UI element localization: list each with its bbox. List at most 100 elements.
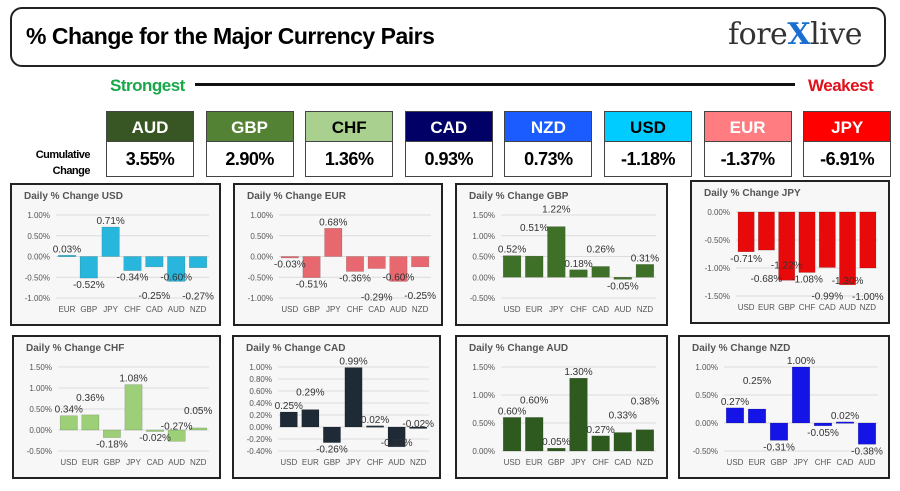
bar-cad [835, 421, 855, 424]
x-tick-label: JPY [571, 458, 586, 467]
chart-plot: 1.50% 1.00% 0.50% 0.00% -0.50% USD EUR JPY CHF CA… [470, 205, 660, 314]
x-tick-label: GBP [778, 303, 795, 312]
currency-card-usd: USD -1.18% [604, 111, 692, 177]
bar-eur [758, 211, 775, 251]
data-label: -0.71% [730, 254, 762, 265]
bar-nzd [411, 256, 430, 268]
data-label: 0.05% [184, 406, 212, 417]
cumulative-change-value: -6.91% [803, 142, 892, 177]
bar-jpy [569, 377, 588, 452]
data-label: 1.08% [119, 374, 147, 385]
x-tick-label: CAD [147, 458, 164, 467]
bar-gbp [778, 211, 796, 281]
x-tick-label: CHF [347, 305, 364, 314]
x-tick-label: NZD [190, 458, 207, 467]
x-tick-label: CHF [367, 458, 384, 467]
x-tick-label: CHF [124, 305, 141, 314]
chart-title: Daily % Change GBP [469, 191, 569, 202]
data-label: -0.60% [160, 272, 192, 283]
bar-nzd [189, 427, 208, 431]
currency-code: USD [604, 111, 692, 142]
x-tick-label: NZD [637, 305, 654, 314]
y-tick-label: -1.00% [25, 294, 50, 303]
bar-jpy [124, 384, 143, 431]
x-tick-label: JPY [549, 305, 564, 314]
x-tick-label: NZD [637, 458, 654, 467]
x-tick-label: CAD [837, 458, 854, 467]
x-tick-label: AUD [168, 458, 185, 467]
x-tick-label: NZD [190, 305, 207, 314]
y-tick-label: 0.20% [249, 411, 272, 420]
y-tick-label: 1.00% [472, 391, 495, 400]
bar-usd [280, 256, 299, 259]
bar-gbp [302, 256, 321, 278]
bar-chf [798, 211, 816, 273]
data-label: -0.68% [751, 274, 783, 285]
bar-aud [167, 256, 186, 282]
x-tick-label: EUR [749, 458, 766, 467]
bar-chf [346, 256, 364, 272]
y-tick-label: 1.50% [472, 211, 495, 220]
bar-eur [747, 408, 767, 424]
y-tick-label: 0.50% [695, 391, 718, 400]
bar-cad [146, 429, 164, 432]
y-tick-label: 0.00% [472, 273, 495, 282]
chart-gbp: Daily % Change GBP 1.50% 1.00% 0.50% 0.00% -0… [455, 183, 668, 326]
y-tick-label: -1.50% [705, 292, 730, 301]
bar-eur [57, 255, 76, 258]
y-tick-label: 0.50% [472, 253, 495, 262]
y-tick-label: -0.20% [247, 435, 272, 444]
x-tick-label: JPY [346, 458, 361, 467]
bar-jpy [344, 367, 363, 428]
data-label: -0.25% [139, 291, 171, 302]
cumulative-change-value: 2.90% [205, 142, 294, 177]
x-tick-label: CAD [614, 458, 631, 467]
data-label: 0.33% [609, 411, 637, 422]
y-tick-label: 0.00% [27, 253, 50, 262]
y-tick-label: 0.00% [695, 419, 718, 428]
bar-gbp [769, 422, 789, 441]
data-label: 0.34% [55, 405, 83, 416]
x-tick-label: JPY [794, 458, 809, 467]
x-tick-label: NZD [410, 458, 427, 467]
y-tick-label: -0.50% [248, 273, 273, 282]
bar-aud [613, 277, 632, 280]
data-label: -0.60% [383, 272, 415, 283]
data-label: -0.02% [402, 419, 434, 430]
x-tick-label: EUR [58, 305, 75, 314]
data-label: 0.29% [296, 388, 324, 399]
data-label: 0.02% [361, 415, 389, 426]
bar-eur [301, 409, 320, 428]
x-tick-label: JPY [126, 458, 141, 467]
x-tick-label: JPY [326, 305, 341, 314]
data-label: -0.18% [96, 440, 128, 451]
bar-chf [366, 425, 384, 428]
x-tick-label: USD [727, 458, 744, 467]
x-tick-label: AUD [388, 458, 405, 467]
chart-cad: Daily % Change CAD 1.00% 0.80% 0.60% 0.40% 0.… [232, 335, 441, 479]
cumulative-change-value: 3.55% [106, 142, 194, 177]
x-tick-label: CAD [368, 305, 385, 314]
strongest-label: Strongest [110, 76, 185, 95]
bar-jpy [101, 226, 120, 257]
data-label: 0.71% [96, 216, 124, 227]
title-banner: % Change for the Major Currency Pairs fo… [10, 7, 886, 67]
data-label: -0.27% [182, 292, 214, 303]
data-label: 0.31% [631, 253, 659, 264]
cumulative-change-value: 0.93% [404, 142, 493, 177]
data-label: 1.30% [564, 367, 592, 378]
y-tick-label: 0.50% [29, 405, 52, 414]
data-label: 0.52% [498, 245, 526, 256]
data-label: -0.33% [381, 438, 413, 449]
x-tick-label: CAD [146, 305, 163, 314]
currency-card-jpy: JPY -6.91% [803, 111, 892, 177]
data-label: -0.03% [274, 260, 306, 271]
x-tick-label: NZD [412, 305, 429, 314]
cumulative-change-value: -1.18% [604, 142, 692, 177]
currency-card-gbp: GBP 2.90% [205, 111, 294, 177]
data-label: 1.22% [542, 205, 570, 216]
currency-code: CHF [305, 111, 394, 142]
page-title: % Change for the Major Currency Pairs [26, 23, 435, 49]
bar-aud [857, 422, 877, 445]
y-tick-label: -1.00% [248, 294, 273, 303]
